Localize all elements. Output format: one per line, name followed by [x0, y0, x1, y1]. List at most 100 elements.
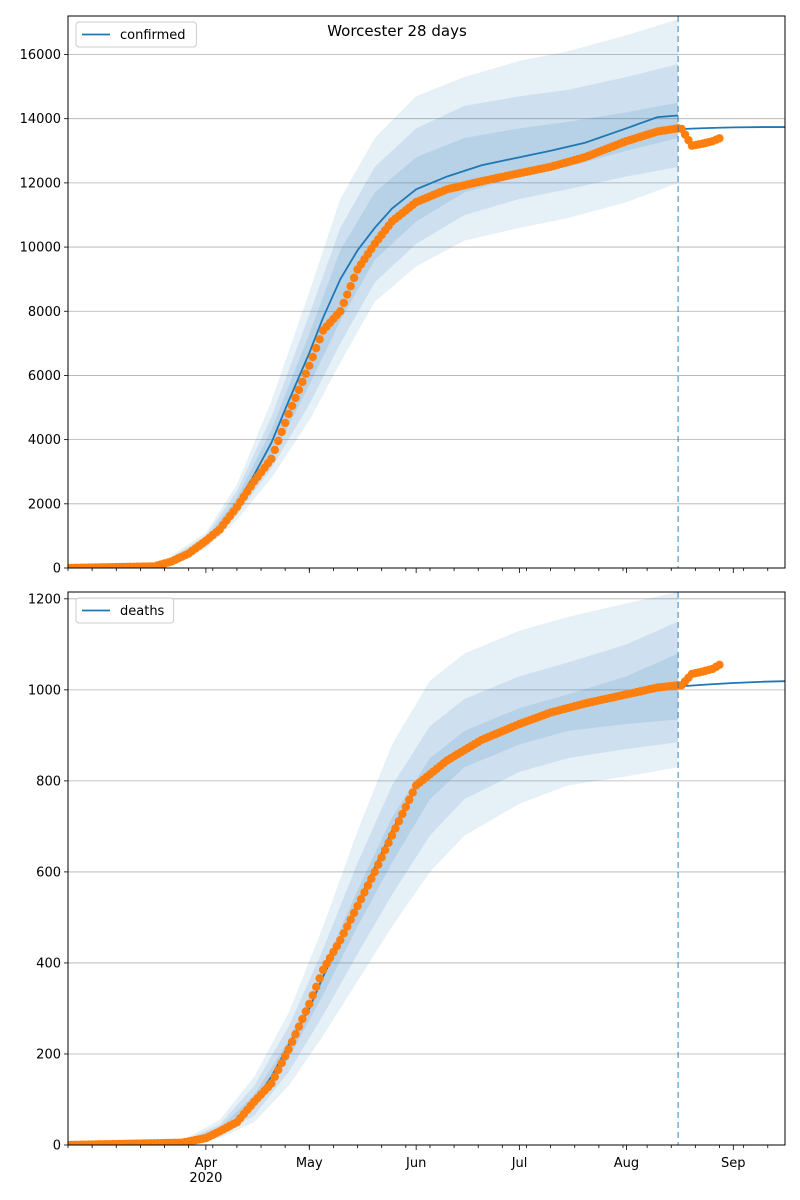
y-tick-label: 6000 — [28, 369, 61, 384]
observed-point — [405, 795, 414, 804]
y-tick-label: 10000 — [20, 241, 61, 256]
observed-point — [284, 409, 293, 419]
observed-point — [401, 802, 411, 812]
observed-point — [274, 1065, 283, 1075]
observed-point — [349, 908, 359, 918]
observed-point — [301, 369, 311, 379]
observed-point — [387, 831, 397, 840]
plot-area — [68, 592, 785, 1145]
observed-point — [398, 809, 407, 819]
x-tick-label: Aug — [614, 1156, 639, 1171]
observed-point — [287, 401, 297, 411]
observed-point — [363, 881, 373, 890]
y-tick-label: 14000 — [20, 112, 61, 127]
legend: deaths — [75, 597, 175, 624]
observed-point — [267, 454, 276, 464]
observed-point — [298, 377, 307, 387]
observed-point — [346, 282, 355, 291]
y-tick-label: 1000 — [28, 683, 61, 698]
observed-point — [308, 352, 317, 362]
observed-point — [339, 298, 348, 308]
observed-point — [360, 888, 369, 897]
observed-point — [349, 273, 359, 283]
legend-box — [75, 597, 175, 624]
observed-point — [291, 1030, 300, 1039]
observed-point — [308, 991, 317, 1000]
observed-point — [267, 1079, 276, 1088]
figure-title: Worcester 28 days — [327, 22, 467, 40]
observed-point — [715, 134, 724, 143]
observed-point — [370, 867, 379, 877]
y-tick-label: 0 — [53, 562, 61, 577]
x-tick-year-label: 2020 — [189, 1171, 222, 1186]
observed-point — [377, 853, 386, 862]
observed-point — [384, 838, 393, 847]
y-tick-label: 400 — [36, 956, 61, 971]
confirmed-panel: 0 2000 4000 6000 8000 10000 12000 14000 16000 con… — [20, 15, 786, 577]
y-tick-label: 1200 — [28, 592, 61, 607]
legend-label: confirmed — [120, 28, 186, 43]
x-tick-label: Jul — [511, 1156, 528, 1171]
observed-point — [284, 1045, 293, 1054]
observed-point — [298, 1014, 307, 1024]
legend-label: deaths — [120, 604, 165, 619]
observed-point — [277, 1058, 286, 1068]
observed-point — [315, 974, 324, 983]
legend-box — [75, 21, 197, 48]
observed-point — [339, 929, 348, 938]
y-tick-label: 800 — [36, 774, 61, 789]
observed-point — [291, 393, 300, 403]
x-tick-label: Jun — [405, 1156, 426, 1171]
observed-point — [277, 427, 286, 437]
observed-point — [367, 874, 376, 883]
observed-point — [301, 1007, 311, 1016]
observed-point — [294, 1022, 304, 1031]
observed-point — [715, 660, 724, 670]
observed-point — [380, 845, 390, 855]
observed-point — [343, 922, 352, 931]
observed-point — [394, 816, 404, 826]
observed-point — [311, 343, 321, 353]
uncertainty-band-3 — [164, 102, 679, 565]
y-tick-label: 200 — [36, 1047, 61, 1062]
observed-point — [280, 1052, 290, 1061]
x-tick-label: Sep — [721, 1156, 746, 1171]
x-tick-label: Apr — [195, 1156, 218, 1171]
observed-point — [315, 335, 324, 344]
observed-point — [305, 361, 314, 371]
observed-point — [346, 915, 355, 924]
observed-point — [353, 901, 362, 911]
plot-area — [68, 19, 785, 568]
legend: confirmed — [75, 21, 197, 48]
observed-point — [408, 788, 417, 797]
observed-point — [356, 895, 366, 904]
observed-point — [305, 999, 314, 1009]
uncertainty-band-2 — [164, 64, 679, 566]
y-tick-label: 4000 — [28, 433, 61, 448]
observed-point — [336, 307, 345, 316]
y-tick-label: 0 — [53, 1139, 61, 1154]
observed-point — [270, 445, 280, 455]
observed-point — [391, 824, 400, 833]
observed-point — [374, 860, 383, 869]
observed-point — [270, 1072, 280, 1081]
observed-point — [311, 982, 321, 992]
axes-frame — [67, 15, 786, 569]
uncertainty-band-1 — [164, 19, 679, 567]
observed-point — [274, 436, 283, 446]
y-tick-label: 600 — [36, 865, 61, 880]
model-projection-line — [681, 680, 785, 688]
observed-point — [287, 1037, 297, 1047]
model-projection-line — [681, 126, 785, 130]
observed-point — [294, 385, 304, 395]
x-tick-label: May — [296, 1156, 323, 1171]
y-tick-label: 8000 — [28, 305, 61, 320]
observed-point — [343, 290, 352, 299]
y-tick-label: 16000 — [20, 48, 61, 63]
observed-point — [280, 418, 290, 428]
y-tick-label: 12000 — [20, 176, 61, 191]
axes-frame — [67, 591, 786, 1146]
observed-point — [336, 935, 345, 945]
